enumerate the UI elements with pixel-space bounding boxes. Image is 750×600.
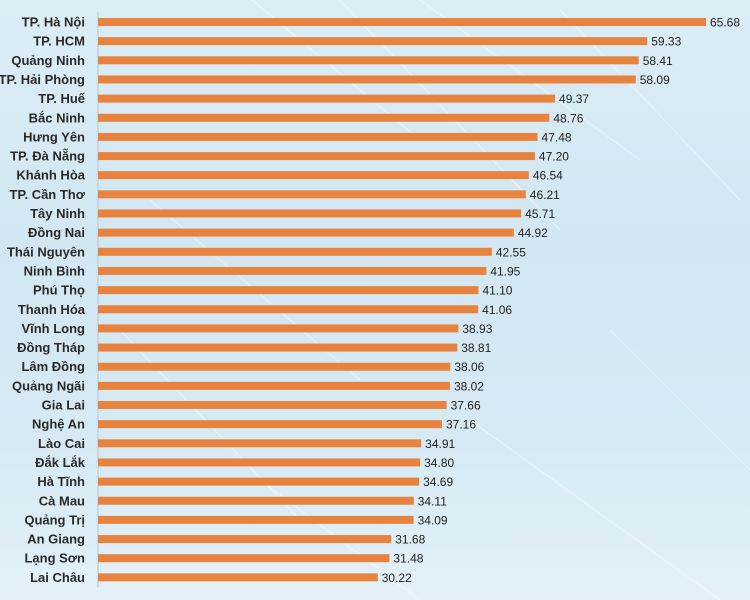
category-label: Bắc Ninh <box>29 110 85 125</box>
value-label: 34.11 <box>418 494 447 508</box>
value-label: 38.81 <box>461 341 491 355</box>
category-label: An Giang <box>27 532 85 547</box>
value-label: 47.20 <box>539 150 569 164</box>
category-label: TP. Đà Nẵng <box>10 149 85 164</box>
bar <box>98 209 522 218</box>
value-label: 46.54 <box>533 169 563 183</box>
value-label: 58.09 <box>640 73 670 87</box>
bar <box>98 247 492 256</box>
category-label: Hưng Yên <box>23 129 85 144</box>
bar <box>98 94 556 103</box>
bar <box>98 496 414 505</box>
background-streak <box>609 329 750 471</box>
value-label: 31.68 <box>395 533 425 547</box>
category-label: Hà Tĩnh <box>37 474 85 489</box>
bar <box>98 18 706 26</box>
value-label: 37.66 <box>451 399 481 413</box>
value-label: 34.69 <box>423 475 453 489</box>
category-label: Ninh Bình <box>24 263 85 278</box>
bar <box>98 381 450 390</box>
bar <box>98 573 378 582</box>
category-label: Quảng Ngãi <box>12 378 85 393</box>
value-label: 45.71 <box>525 207 555 221</box>
bar <box>98 113 550 122</box>
category-label: Thái Nguyên <box>7 244 85 259</box>
bar <box>98 477 420 486</box>
category-label: TP. Cần Thơ <box>10 187 86 202</box>
bar <box>98 56 639 65</box>
category-label: Lâm Đồng <box>21 359 85 374</box>
bar <box>98 190 526 199</box>
category-label: Gia Lai <box>42 398 85 413</box>
category-label: Quảng Ninh <box>11 53 85 68</box>
background-streak <box>469 419 721 600</box>
value-label: 38.02 <box>454 379 484 393</box>
bar <box>98 171 529 180</box>
bar <box>98 420 442 429</box>
category-label: Thanh Hóa <box>18 302 86 317</box>
bar <box>98 535 392 544</box>
value-label: 46.21 <box>530 188 560 202</box>
value-label: 38.93 <box>462 322 492 336</box>
value-label: 41.06 <box>482 303 512 317</box>
category-label: Phú Thọ <box>33 283 85 298</box>
category-label: Vĩnh Long <box>21 321 85 336</box>
bar <box>98 343 458 352</box>
bar <box>98 132 538 141</box>
category-label: Đồng Nai <box>28 225 85 240</box>
value-label: 42.55 <box>496 245 526 259</box>
bar <box>98 228 514 237</box>
category-label: Cà Mau <box>39 493 85 508</box>
value-label: 34.80 <box>424 456 454 470</box>
category-label: Lai Châu <box>30 570 85 585</box>
category-label: Đồng Tháp <box>17 340 85 355</box>
bar <box>98 401 447 409</box>
bar <box>98 439 422 448</box>
bar <box>98 75 636 84</box>
category-label: Lạng Sơn <box>24 551 85 566</box>
value-label: 59.33 <box>651 35 681 49</box>
bar <box>98 554 390 563</box>
category-label: TP. Hà Nội <box>22 15 85 30</box>
category-label: Tây Ninh <box>30 206 85 221</box>
bar <box>98 458 421 467</box>
value-label: 48.76 <box>553 111 583 125</box>
category-label: Khánh Hòa <box>16 168 85 183</box>
value-label: 49.37 <box>559 92 589 106</box>
category-label: Lào Cai <box>38 436 85 451</box>
value-label: 41.95 <box>490 264 520 278</box>
bar <box>98 362 451 371</box>
value-label: 44.92 <box>518 226 548 240</box>
category-label: Quảng Trị <box>24 512 85 527</box>
value-label: 65.68 <box>710 16 740 30</box>
category-label: Nghệ An <box>32 417 85 432</box>
background-streak <box>339 0 561 231</box>
bar <box>98 324 459 333</box>
bar <box>98 286 479 295</box>
category-label: Đắk Lắk <box>35 455 86 470</box>
category-label: TP. HCM <box>33 34 85 49</box>
value-label: 41.10 <box>482 284 512 298</box>
value-label: 34.91 <box>425 437 455 451</box>
value-label: 30.22 <box>382 571 412 585</box>
value-label: 38.06 <box>454 360 484 374</box>
value-label: 34.09 <box>418 513 448 527</box>
value-label: 31.48 <box>393 552 423 566</box>
value-label: 58.41 <box>643 54 673 68</box>
bar <box>98 266 487 275</box>
value-label: 47.48 <box>542 130 572 144</box>
bar <box>98 37 648 46</box>
bar <box>98 515 414 524</box>
category-label: TP. Huế <box>38 91 85 106</box>
bar <box>98 305 479 314</box>
category-label: TP. Hải Phòng <box>0 72 85 87</box>
bar <box>98 152 535 161</box>
value-label: 37.16 <box>446 418 476 432</box>
